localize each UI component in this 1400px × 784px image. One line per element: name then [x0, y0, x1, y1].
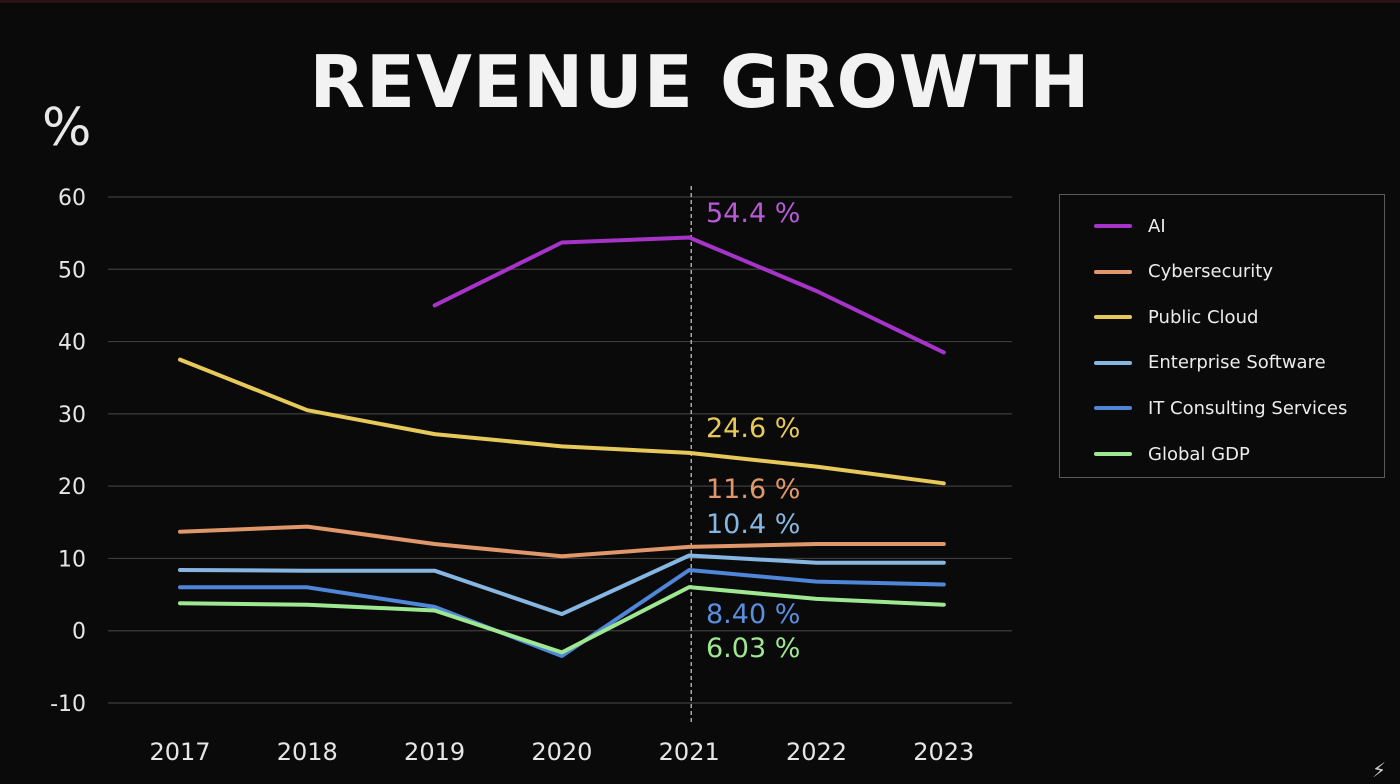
data-label-cybersecurity: 11.6 %: [706, 474, 800, 505]
legend-swatch: [1094, 360, 1132, 365]
legend: AI Cybersecurity Public Cloud Enterprise So…: [1059, 194, 1385, 478]
runner-icon: ⚡: [1372, 758, 1387, 782]
x-tick-label: 2023: [913, 738, 974, 766]
series-line-cybersecurity: [178, 524, 946, 559]
legend-swatch: [1094, 269, 1132, 274]
series-line-enterprise-software: [178, 553, 946, 617]
x-tick-label: 2019: [404, 738, 465, 766]
y-axis-unit-label: %: [42, 98, 92, 158]
legend-item: Global GDP: [1094, 439, 1250, 469]
data-label-enterprise-software: 10.4 %: [706, 509, 800, 540]
legend-swatch: [1094, 452, 1132, 456]
legend-label: AI: [1148, 215, 1166, 237]
y-tick-label: 40: [58, 331, 86, 356]
y-tick-label: 20: [58, 475, 86, 500]
data-label-ai: 54.4 %: [706, 198, 800, 229]
legend-item: Enterprise Software: [1094, 348, 1326, 378]
y-tick-label: 0: [72, 620, 86, 645]
y-tick-label: -10: [50, 692, 86, 717]
legend-swatch: [1094, 315, 1132, 320]
chart-title: REVENUE GROWTH: [309, 40, 1091, 124]
series-line-global-gdp: [178, 585, 946, 655]
x-tick-label: 2022: [786, 738, 847, 766]
legend-swatch: [1094, 406, 1132, 411]
x-tick-label: 2021: [659, 738, 720, 766]
legend-item: AI: [1094, 211, 1166, 241]
legend-label: IT Consulting Services: [1148, 397, 1348, 419]
series-line-it-consulting-services: [178, 568, 946, 658]
x-tick-label: 2018: [277, 738, 338, 766]
legend-label: Cybersecurity: [1148, 261, 1273, 283]
legend-swatch: [1094, 224, 1132, 228]
data-label-it-consulting-services: 8.40 %: [706, 599, 800, 630]
legend-item: Public Cloud: [1094, 302, 1258, 332]
data-label-global-gdp: 6.03 %: [706, 633, 800, 664]
series-line-public-cloud: [178, 357, 946, 486]
x-tick-label: 2017: [149, 738, 210, 766]
top-border: [0, 0, 1400, 3]
x-tick-label: 2020: [531, 738, 592, 766]
y-tick-label: 50: [58, 258, 86, 283]
legend-item: Cybersecurity: [1094, 257, 1273, 287]
series-line-ai: [432, 235, 946, 355]
legend-label: Enterprise Software: [1148, 352, 1326, 374]
y-tick-label: 60: [58, 186, 86, 211]
legend-item: IT Consulting Services: [1094, 393, 1347, 423]
y-tick-label: 30: [58, 403, 86, 428]
legend-label: Public Cloud: [1148, 306, 1259, 328]
data-label-public-cloud: 24.6 %: [706, 413, 800, 444]
legend-label: Global GDP: [1148, 443, 1250, 465]
y-tick-label: 10: [58, 547, 86, 572]
